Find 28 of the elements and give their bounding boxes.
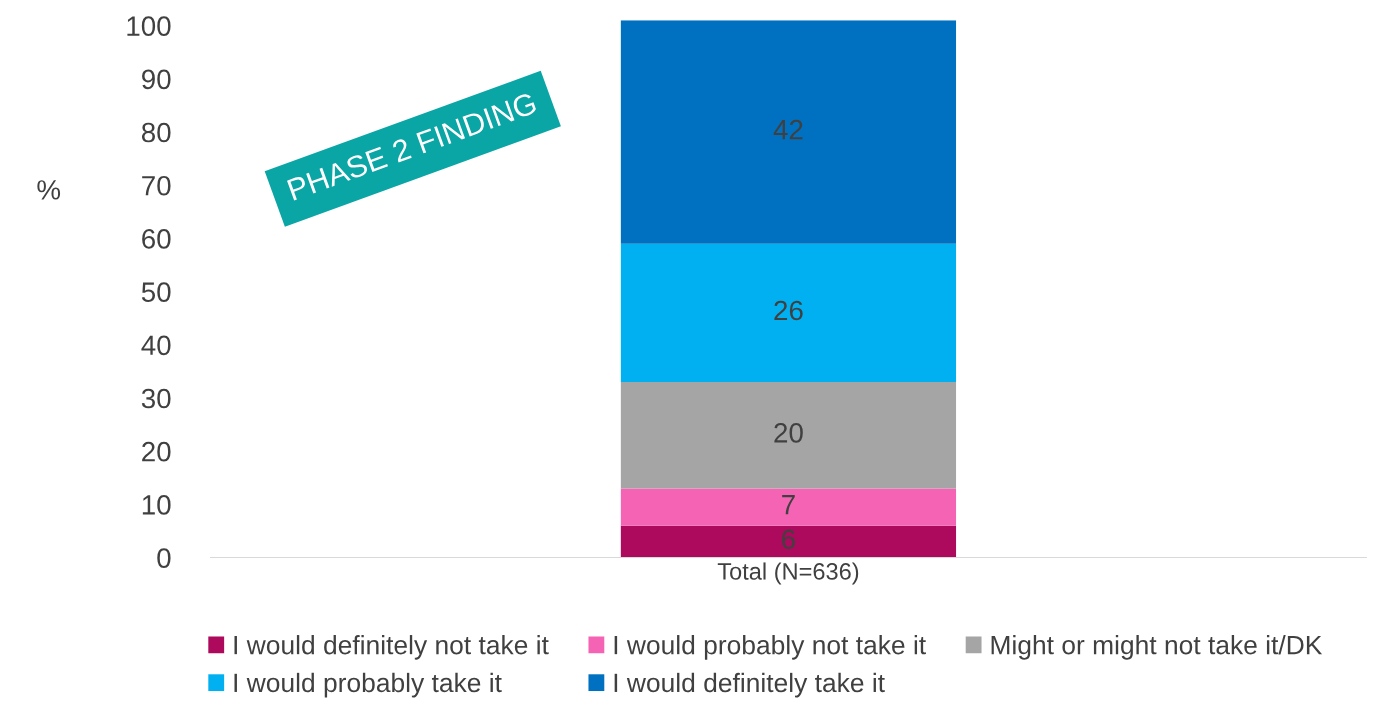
y-tick-label: 90	[142, 69, 171, 90]
legend-label: I would definitely take it	[614, 672, 885, 698]
legend-label: I would definitely not take it	[234, 635, 549, 660]
y-tick-label: 50	[141, 282, 171, 302]
x-tick-label: Total (N=636)	[717, 562, 859, 585]
data-label: 20	[774, 423, 803, 443]
bar	[620, 243, 957, 383]
y-tick-label: 80	[141, 122, 171, 143]
data-label: 42	[773, 119, 803, 140]
y-tick-label: 100	[127, 16, 171, 36]
legend-label: I would probably take it	[234, 672, 502, 698]
y-tick-label: 40	[141, 335, 171, 356]
y-axis-title: %	[37, 180, 61, 200]
data-label: 6	[782, 529, 795, 550]
y-tick-label: 30	[141, 388, 171, 409]
y-tick-label: 20	[142, 441, 171, 462]
data-label: 26	[774, 300, 803, 321]
y-tick-label: 60	[142, 229, 171, 249]
y-tick-label: 10	[142, 495, 171, 515]
legend-label: I would probably not take it	[614, 635, 926, 660]
bar	[620, 382, 957, 489]
data-label: 7	[782, 495, 795, 515]
legend-label: Might or might not take it/DK	[991, 635, 1323, 660]
bar	[620, 488, 957, 526]
bar	[620, 525, 957, 558]
bar	[620, 20, 957, 244]
y-tick-label: 0	[157, 548, 171, 568]
y-tick-label: 70	[142, 175, 171, 196]
